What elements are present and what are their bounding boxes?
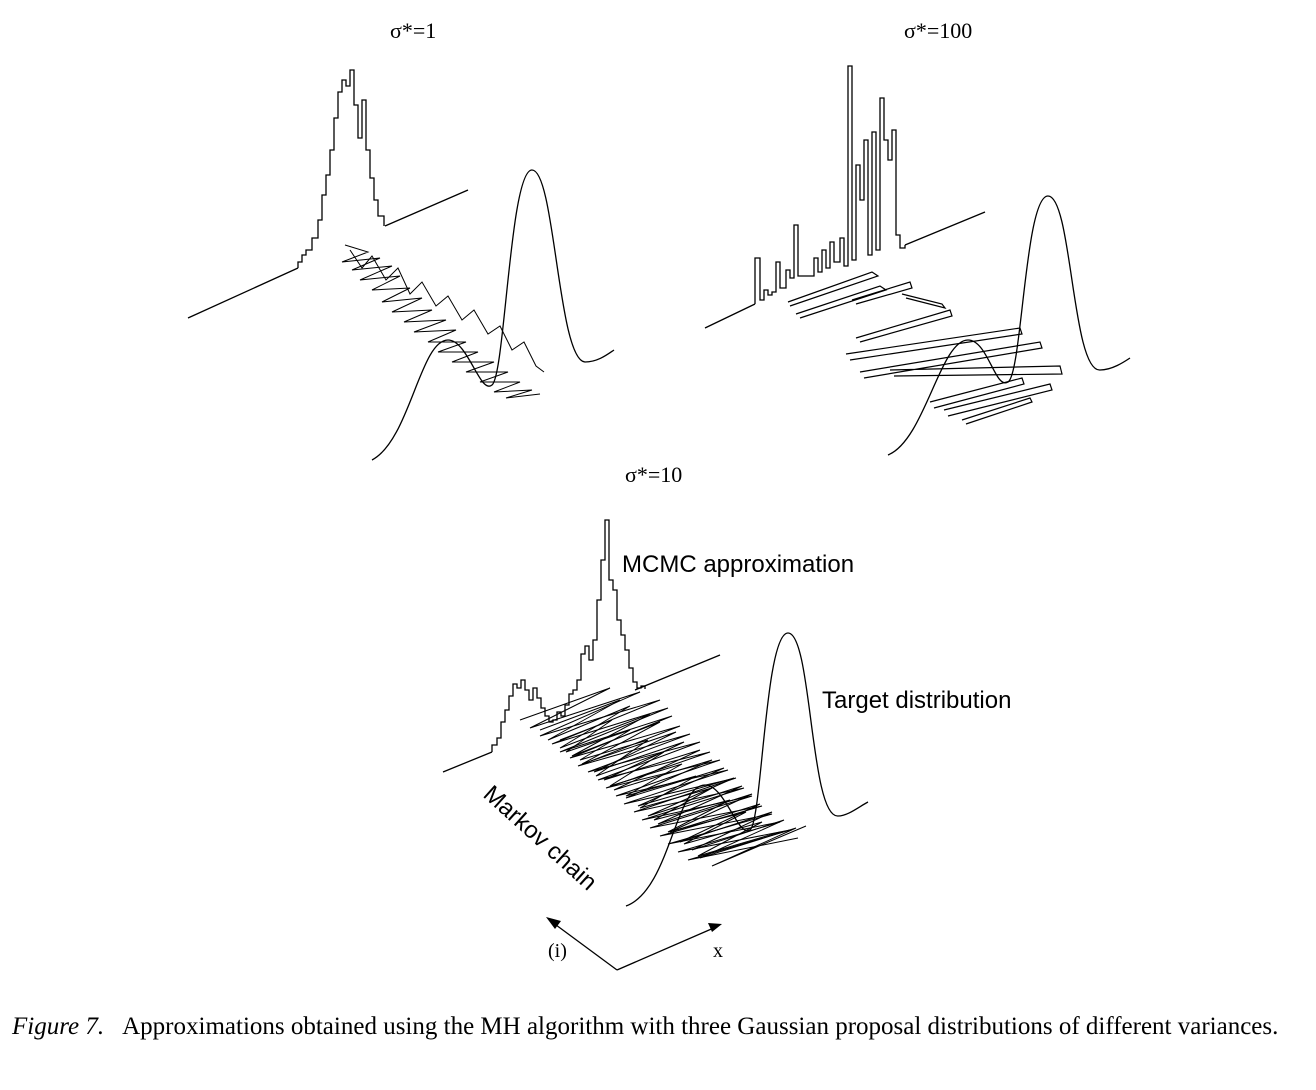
figure-number: Figure 7. (12, 1013, 105, 1040)
baseline (442, 751, 493, 773)
target-density (887, 195, 1131, 456)
markov-chain-trace (341, 244, 541, 399)
axis-indicator: (i) x (546, 917, 723, 971)
annotation-target-distribution: Target distribution (822, 687, 1011, 714)
iteration-axis-label: (i) (548, 940, 567, 962)
x-axis (616, 926, 717, 971)
arrowhead-icon (546, 917, 561, 929)
figure-caption: Figure 7. Approximations obtained using t… (12, 1010, 1304, 1044)
panel-title-sigma-1: σ*=1 (390, 18, 436, 43)
annotation-markov-chain: Markov chain (478, 780, 602, 896)
panel-title-sigma-100: σ*=100 (904, 18, 972, 43)
mcmc-histogram (754, 65, 906, 304)
baseline (187, 267, 299, 319)
baseline (384, 189, 469, 227)
iteration-axis (551, 921, 618, 971)
panel-title-sigma-10: σ*=10 (625, 462, 682, 487)
markov-chain-trace (519, 687, 807, 867)
baseline (704, 303, 756, 329)
panel-sigma-100: σ*=100 (704, 18, 1131, 456)
panel-sigma-10: σ*=10 MCMC approximation Target distribu… (442, 462, 1011, 907)
mcmc-histogram (491, 519, 646, 752)
baseline (634, 654, 721, 691)
mcmc-histogram (297, 69, 385, 268)
arrowhead-icon (708, 923, 722, 932)
markov-chain-trace (787, 271, 1063, 425)
target-density (371, 169, 615, 461)
baseline (904, 211, 986, 246)
target-density (625, 632, 869, 907)
markov-chain-trace (349, 249, 545, 373)
caption-text: Approximations obtained using the MH alg… (122, 1013, 1279, 1040)
x-axis-label: x (713, 940, 723, 962)
panel-sigma-1: σ*=1 (187, 18, 615, 461)
figure-7: σ*=1 σ*=100 σ*=10 MCMC approximation Tar… (187, 18, 1131, 971)
annotation-mcmc-approximation: MCMC approximation (622, 551, 854, 578)
